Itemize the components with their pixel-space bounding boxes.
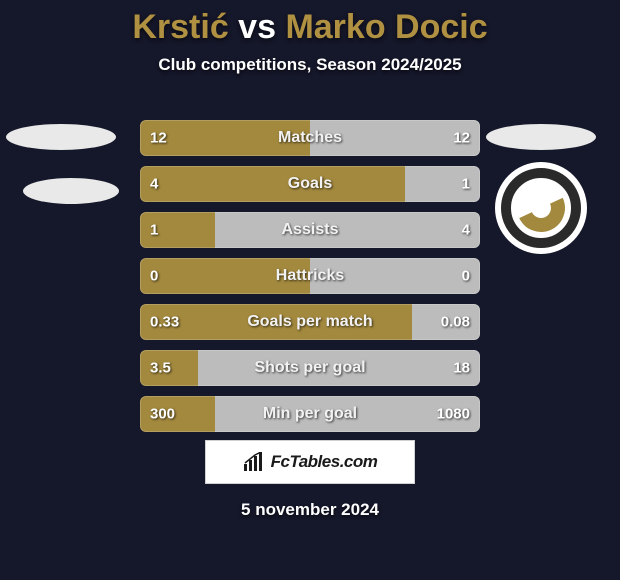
- player-photo-placeholder: [6, 124, 116, 150]
- player-left-club-slot: [16, 178, 126, 204]
- value-right: 12: [453, 130, 470, 147]
- value-right: 1080: [437, 406, 470, 423]
- title-vs: vs: [229, 8, 286, 46]
- stat-label: Hattricks: [276, 267, 344, 285]
- stat-row: 3.5 18 Shots per goal: [140, 350, 480, 386]
- value-right: 18: [453, 360, 470, 377]
- value-left: 12: [150, 130, 167, 147]
- date-label: 5 november 2024: [0, 500, 620, 520]
- value-right: 0.08: [441, 314, 470, 331]
- stat-row: 0 0 Hattricks: [140, 258, 480, 294]
- stat-label: Goals: [288, 175, 332, 193]
- player-right-slot: [486, 124, 596, 254]
- value-right: 1: [462, 176, 470, 193]
- title-player-left: Krstić: [132, 8, 228, 46]
- club-logo-cukaricki: [495, 162, 587, 254]
- stat-label: Assists: [282, 221, 339, 239]
- value-left: 0.33: [150, 314, 179, 331]
- bar-left: [140, 166, 405, 202]
- stat-label: Goals per match: [247, 313, 372, 331]
- club-logo-placeholder: [23, 178, 119, 204]
- page-title: Krstić vs Marko Docic: [0, 0, 620, 47]
- value-left: 0: [150, 268, 158, 285]
- player-left-slot: [6, 124, 116, 150]
- stat-row: 1 4 Assists: [140, 212, 480, 248]
- value-right: 4: [462, 222, 470, 239]
- value-left: 1: [150, 222, 158, 239]
- stat-label: Min per goal: [263, 405, 357, 423]
- stat-row: 0.33 0.08 Goals per match: [140, 304, 480, 340]
- value-left: 300: [150, 406, 175, 423]
- stat-label: Matches: [278, 129, 342, 147]
- chart-icon: [243, 452, 265, 472]
- brand-badge: FcTables.com: [205, 440, 415, 484]
- value-right: 0: [462, 268, 470, 285]
- stat-label: Shots per goal: [254, 359, 365, 377]
- stat-row: 12 12 Matches: [140, 120, 480, 156]
- stat-row: 4 1 Goals: [140, 166, 480, 202]
- comparison-bars: 12 12 Matches 4 1 Goals 1 4 Assists 0 0 Hattricks 0.…: [140, 120, 480, 442]
- title-player-right: Marko Docic: [285, 8, 487, 46]
- stat-row: 300 1080 Min per goal: [140, 396, 480, 432]
- value-left: 3.5: [150, 360, 171, 377]
- bar-right: [215, 212, 480, 248]
- subtitle: Club competitions, Season 2024/2025: [0, 55, 620, 75]
- value-left: 4: [150, 176, 158, 193]
- player-photo-placeholder: [486, 124, 596, 150]
- brand-text: FcTables.com: [271, 452, 378, 472]
